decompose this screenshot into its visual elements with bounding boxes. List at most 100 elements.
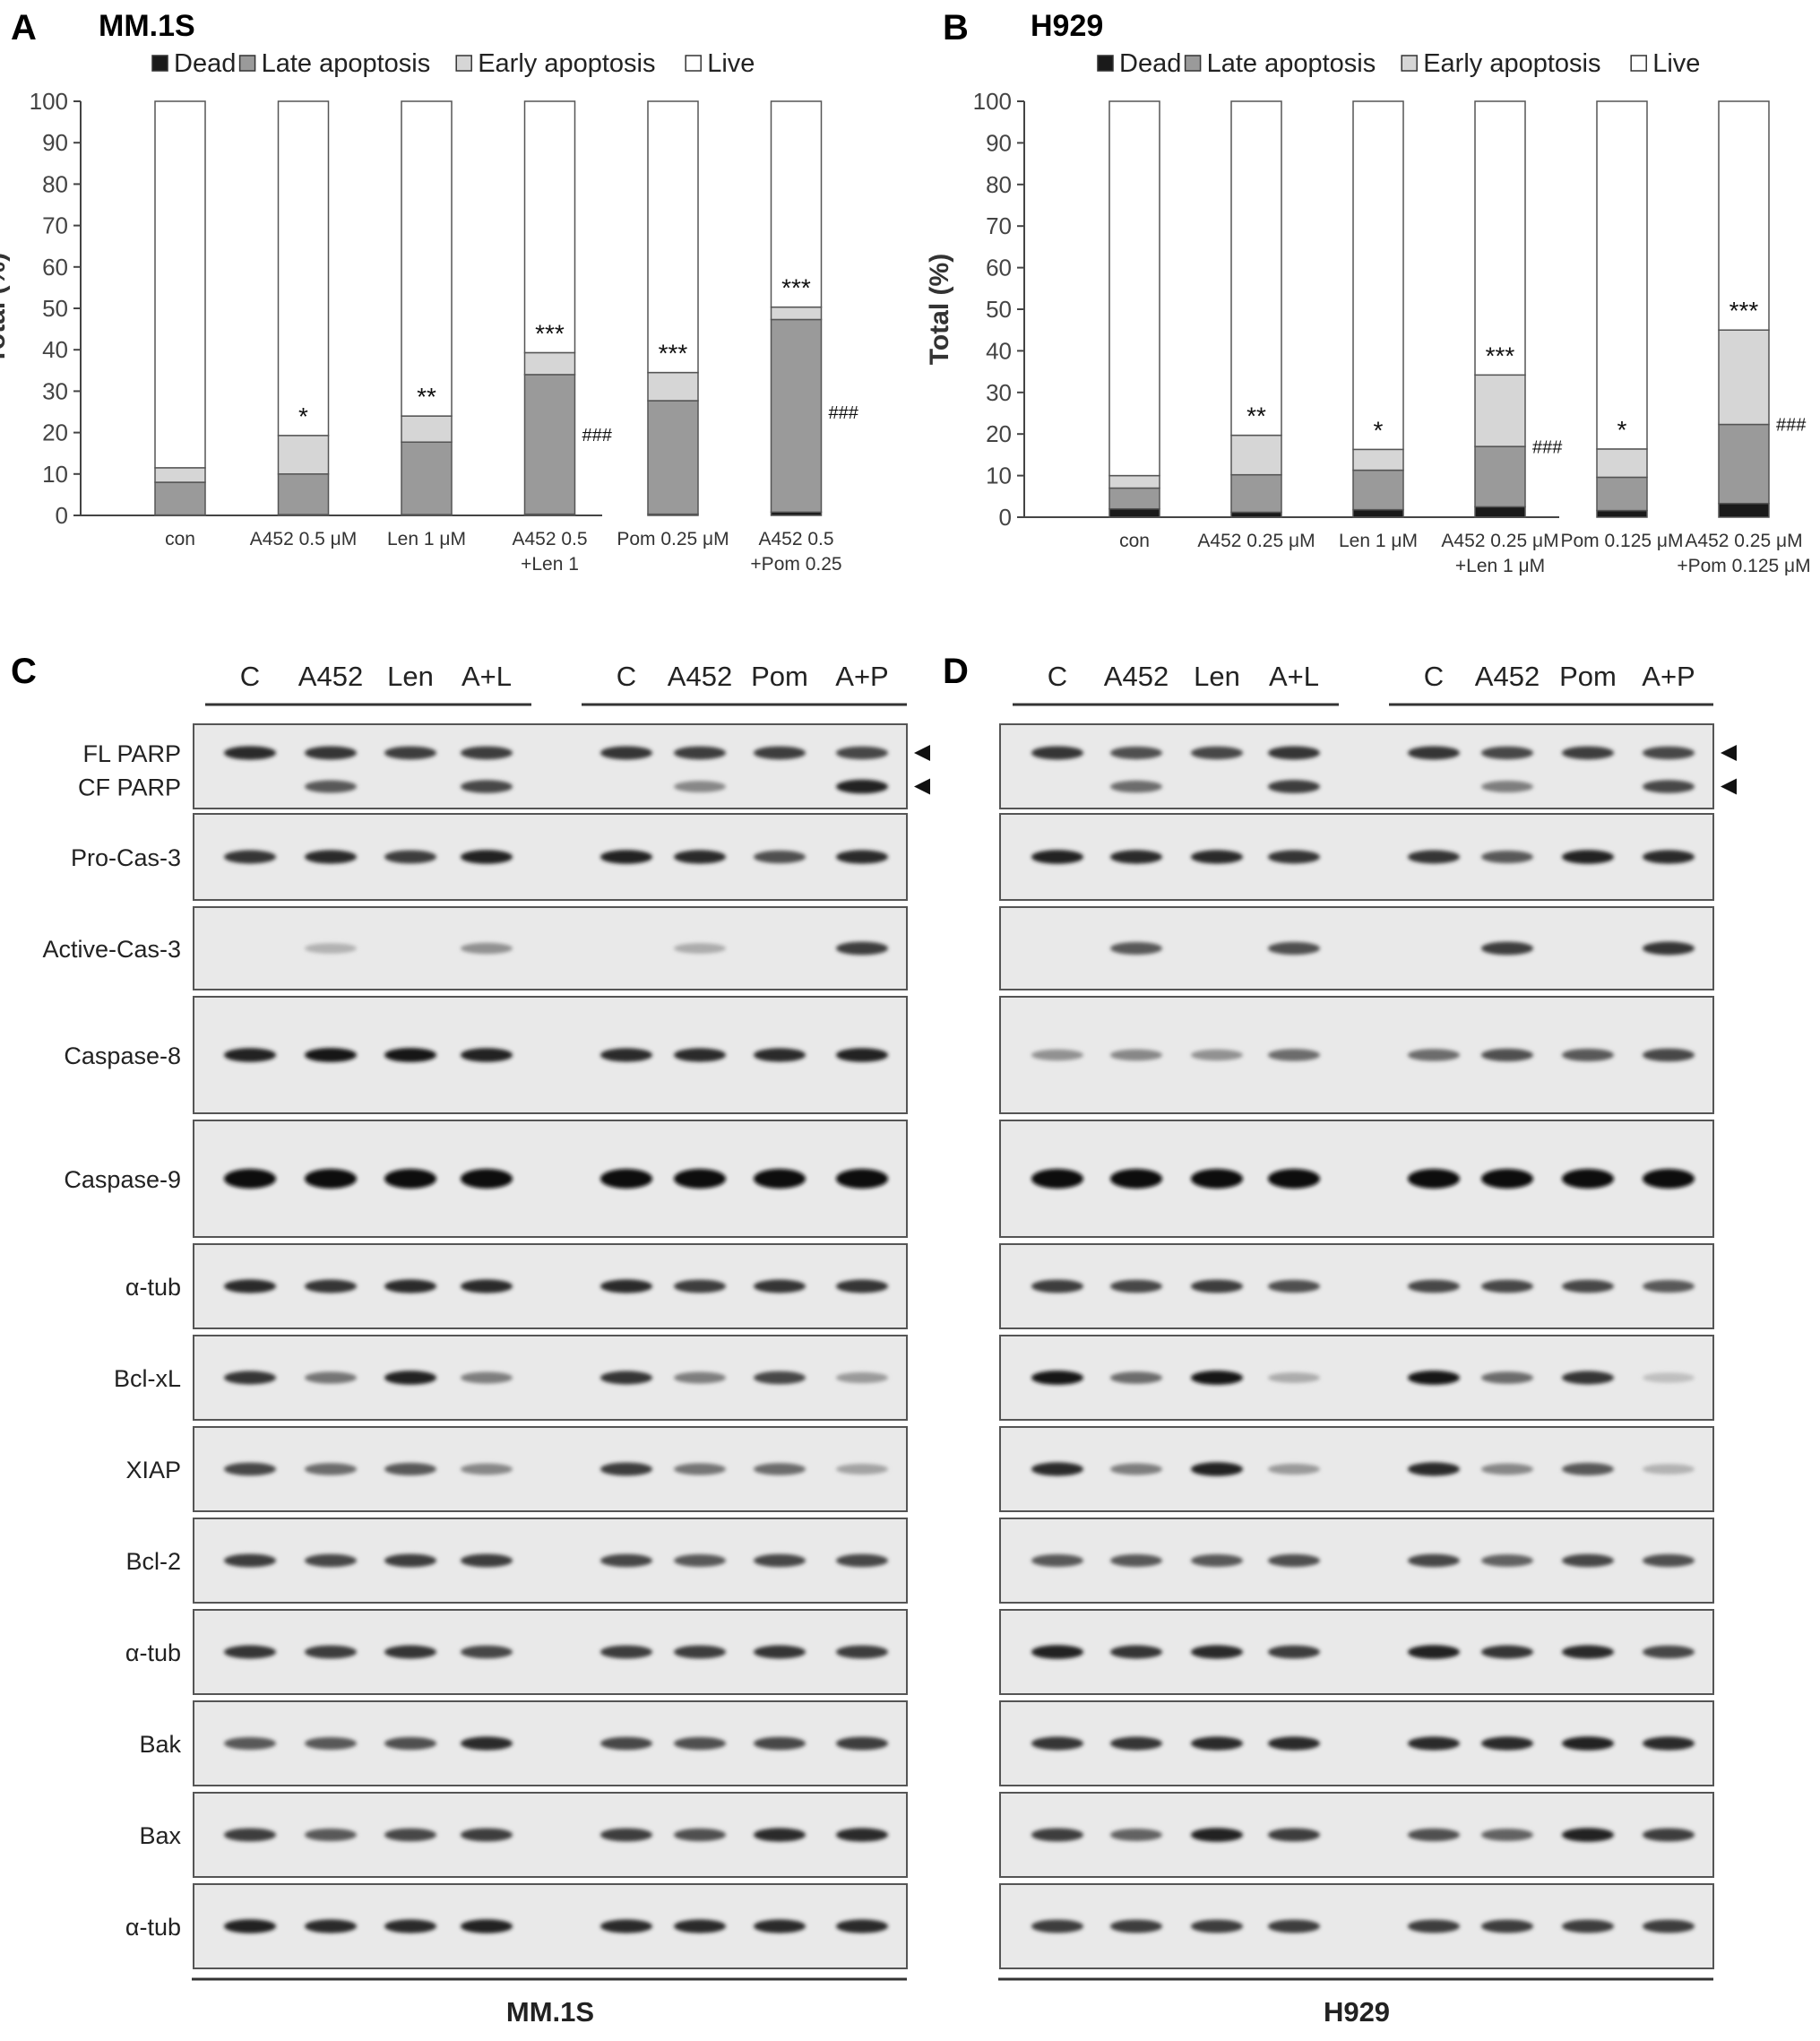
- band: [1268, 1049, 1320, 1061]
- band: [674, 746, 726, 760]
- band: [754, 1279, 806, 1293]
- band-label: Caspase-8: [64, 1042, 181, 1069]
- band-label: α-tub: [125, 1639, 181, 1666]
- band: [305, 780, 357, 793]
- band: [600, 850, 652, 864]
- significance-label: *: [298, 402, 308, 430]
- y-tick-label: 100: [30, 88, 68, 115]
- band: [754, 1645, 806, 1659]
- band: [461, 1371, 513, 1384]
- band: [1481, 1829, 1533, 1841]
- band: [305, 1737, 357, 1750]
- band: [1481, 1645, 1533, 1659]
- band: [754, 1553, 806, 1568]
- band: [1562, 1919, 1614, 1933]
- band: [224, 746, 276, 760]
- band: [224, 1737, 276, 1750]
- bar-segment: [523, 100, 576, 354]
- hash-significance-label: ###: [582, 426, 613, 445]
- y-axis-label: Total (%): [925, 254, 954, 365]
- category-label: con: [1119, 531, 1150, 551]
- band: [1268, 1279, 1320, 1293]
- bar-segment: [523, 351, 576, 376]
- category-label: A452 0.25 μM: [1197, 531, 1315, 551]
- chart-panel-a: 0 10 20 30 40 50 60 70 80 90 100 Total (%) Dead Late …: [0, 49, 859, 575]
- band: [224, 1919, 276, 1933]
- band: [1643, 1553, 1695, 1568]
- y-tick-label: 20: [42, 419, 68, 446]
- lane-label: Len: [1194, 661, 1240, 692]
- band: [1408, 1736, 1460, 1751]
- band: [384, 1553, 436, 1568]
- significance-label: *: [1374, 416, 1384, 444]
- band: [305, 1919, 357, 1933]
- band: [754, 746, 806, 760]
- band: [1481, 1169, 1533, 1189]
- band: [1191, 746, 1243, 760]
- bar-segment: [1352, 508, 1404, 518]
- bar-segment: [770, 100, 823, 308]
- lane-label: A452: [668, 661, 732, 692]
- band: [1110, 1463, 1162, 1475]
- band: [1562, 1463, 1614, 1475]
- band: [305, 746, 357, 760]
- panel-letter-b: B: [943, 8, 969, 48]
- band: [461, 1463, 513, 1475]
- band: [1562, 1279, 1614, 1293]
- bar-segment: [1718, 100, 1770, 331]
- band: [600, 1169, 652, 1189]
- band: [1481, 781, 1533, 793]
- band: [600, 1279, 652, 1293]
- lane-label: A+L: [461, 661, 512, 692]
- legend-swatch: [1401, 55, 1418, 72]
- band: [461, 1828, 513, 1842]
- bar-segment: [770, 318, 823, 514]
- bar-segment: [1108, 487, 1160, 510]
- band: [305, 850, 357, 864]
- band: [836, 779, 888, 794]
- bar-segment: [1474, 374, 1526, 447]
- band: [1031, 1736, 1083, 1751]
- band: [1408, 1919, 1460, 1933]
- band: [754, 1919, 806, 1933]
- lane-label: A452: [1104, 661, 1169, 692]
- band: [1268, 1372, 1320, 1383]
- panel-title-b: H929: [1031, 9, 1103, 43]
- band: [1481, 1736, 1533, 1751]
- band: [674, 1828, 726, 1842]
- legend-label: Dead: [1119, 49, 1181, 78]
- band: [600, 1919, 652, 1933]
- band: [461, 850, 513, 864]
- arrowhead-marker: [914, 744, 930, 761]
- bar-segment: [1230, 511, 1282, 518]
- band: [754, 1371, 806, 1385]
- band: [1031, 1462, 1083, 1476]
- band: [461, 780, 513, 793]
- band: [1268, 1828, 1320, 1842]
- band: [305, 1279, 357, 1293]
- bar-segment: [1108, 100, 1160, 477]
- band-label: α-tub: [125, 1274, 181, 1301]
- category-label: Len 1 μM: [1339, 531, 1418, 551]
- significance-label: ***: [1486, 342, 1515, 369]
- category-label: A452 0.5: [512, 529, 587, 549]
- band: [1562, 1169, 1614, 1189]
- band: [1643, 746, 1695, 760]
- band: [1191, 1462, 1243, 1476]
- category-label: Pom 0.25 μM: [617, 529, 729, 549]
- band: [1481, 746, 1533, 760]
- panel-letter-c: C: [11, 652, 37, 691]
- significance-label: ***: [781, 274, 811, 302]
- y-tick-label: 0: [999, 504, 1012, 531]
- lane-label: A+P: [835, 661, 888, 692]
- band-label: Bax: [139, 1822, 181, 1849]
- bar-segment: [1596, 100, 1648, 450]
- band: [384, 1371, 436, 1385]
- band: [1643, 1464, 1695, 1475]
- lane-label: A+P: [1642, 661, 1695, 692]
- bar-segment: [154, 100, 206, 469]
- band-label: Bcl-xL: [114, 1365, 181, 1392]
- band: [836, 941, 888, 956]
- legend-label: Early apoptosis: [1423, 49, 1600, 78]
- band: [1562, 1371, 1614, 1385]
